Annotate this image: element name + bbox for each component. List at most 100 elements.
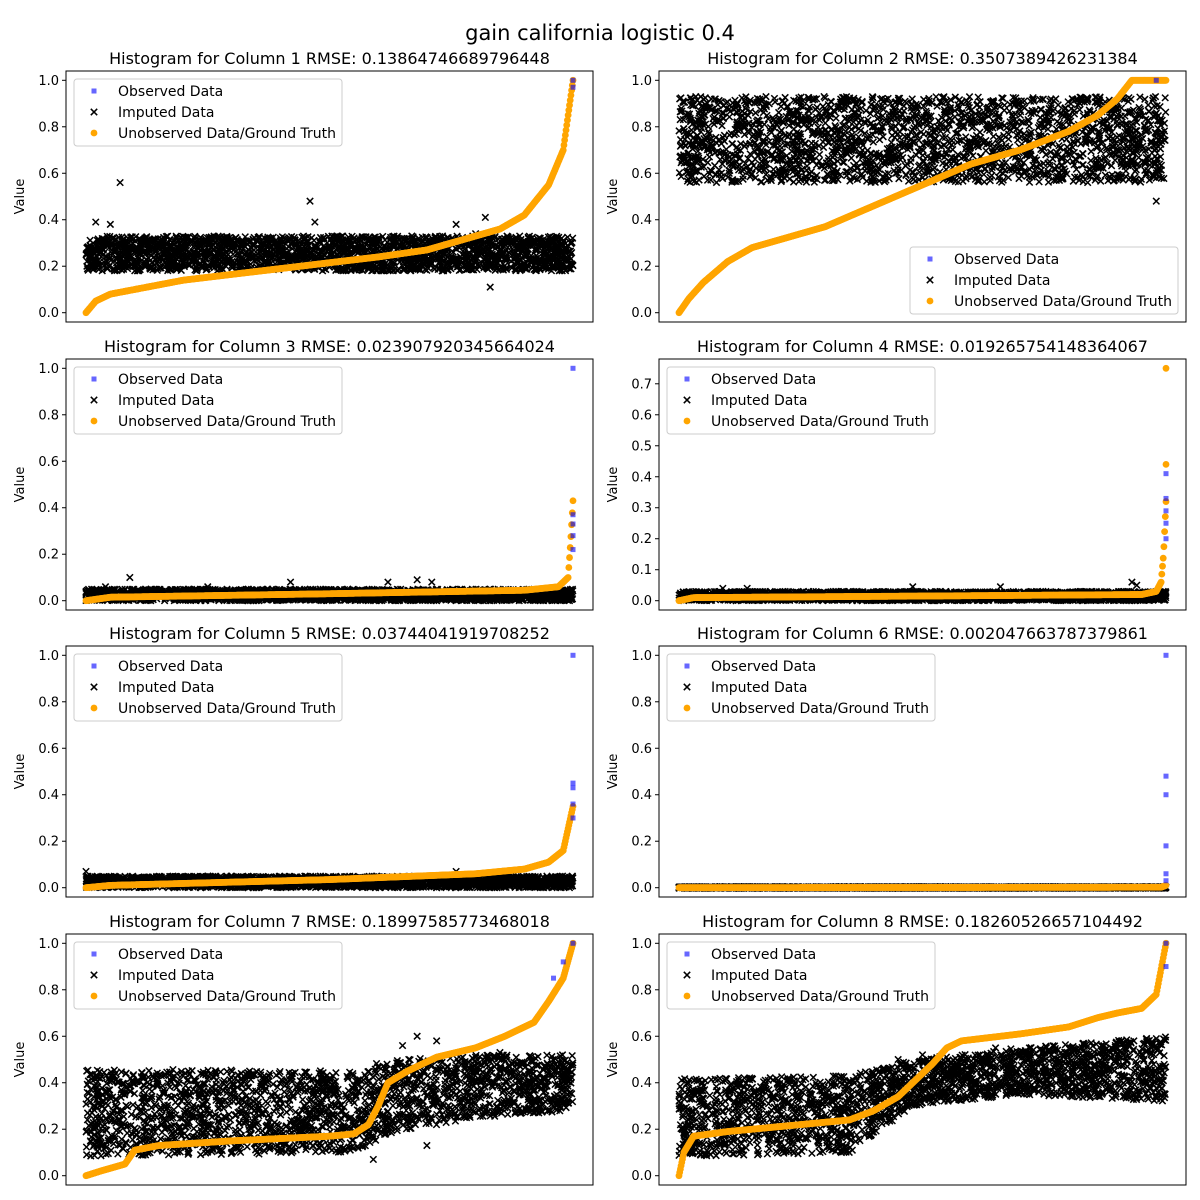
imputed-point (1131, 176, 1139, 184)
imputed-point (861, 129, 869, 138)
imputed-point (697, 128, 705, 136)
imputed-point (378, 232, 387, 241)
imputed-point (180, 238, 188, 247)
imputed-point (1144, 145, 1153, 153)
imputed-point (277, 245, 285, 253)
ground-truth-point (560, 141, 568, 149)
imputed-point (1074, 137, 1082, 145)
imputed-point (553, 247, 561, 256)
imputed-point (825, 138, 833, 147)
imputed-point (733, 99, 741, 107)
imputed-point (946, 95, 955, 104)
imputed-point (254, 234, 263, 243)
imputed-point (976, 117, 984, 126)
imputed-point (230, 242, 238, 251)
imputed-point (557, 261, 565, 269)
imputed-point (529, 241, 538, 250)
imputed-point (1004, 173, 1013, 182)
imputed-point (250, 241, 258, 249)
imputed-point (356, 265, 364, 273)
imputed-point (565, 260, 573, 268)
imputed-point (165, 243, 173, 251)
imputed-point (951, 113, 959, 121)
imputed-point (1093, 172, 1102, 180)
imputed-point (1137, 175, 1146, 183)
imputed-point (118, 233, 126, 241)
subplot-title: Histogram for Column 1 RMSE: 0.138647466… (109, 49, 550, 68)
imputed-point (946, 135, 954, 143)
imputed-point (567, 248, 576, 257)
imputed-point (1151, 92, 1160, 101)
imputed-point (309, 252, 318, 261)
imputed-point (1015, 174, 1023, 183)
imputed-point (156, 242, 164, 250)
imputed-point (923, 116, 932, 125)
imputed-point (929, 128, 938, 137)
imputed-point (908, 95, 916, 103)
imputed-point (963, 117, 971, 125)
imputed-point (1070, 148, 1079, 157)
imputed-point (846, 177, 854, 185)
imputed-point (86, 236, 94, 245)
imputed-point (733, 118, 741, 127)
imputed-point (1141, 158, 1149, 167)
imputed-point (451, 260, 459, 268)
imputed-point (368, 236, 376, 244)
imputed-point (784, 140, 793, 148)
imputed-point (1124, 130, 1133, 138)
imputed-point (1058, 161, 1066, 169)
imputed-point (1053, 148, 1061, 157)
imputed-point (817, 162, 825, 170)
imputed-point (1078, 161, 1087, 169)
imputed-point (778, 97, 786, 106)
imputed-point (1040, 114, 1049, 122)
imputed-point (203, 234, 212, 242)
imputed-point (827, 162, 835, 170)
imputed-point (280, 234, 288, 242)
imputed-point (1076, 96, 1085, 105)
imputed-point (1012, 163, 1020, 171)
imputed-point (761, 156, 770, 164)
imputed-point (815, 157, 823, 165)
imputed-point (994, 101, 1003, 109)
imputed-point (779, 119, 787, 127)
imputed-point (111, 247, 120, 256)
imputed-point (853, 105, 862, 114)
imputed-point (306, 197, 314, 205)
imputed-point (429, 264, 438, 272)
imputed-point (369, 242, 378, 250)
imputed-point (375, 234, 383, 243)
imputed-point (868, 95, 876, 104)
y-tick-label: 0.2 (38, 260, 59, 275)
ground-truth-point (561, 131, 569, 139)
imputed-point (691, 152, 700, 161)
imputed-point (679, 115, 688, 124)
imputed-point (783, 103, 792, 112)
imputed-point (1030, 156, 1038, 164)
imputed-point (411, 254, 420, 262)
imputed-point (547, 250, 556, 258)
imputed-point (1006, 126, 1014, 134)
imputed-point (903, 160, 911, 168)
imputed-point (95, 237, 103, 245)
imputed-point (705, 153, 714, 161)
imputed-point (812, 113, 821, 122)
imputed-point (899, 139, 907, 148)
imputed-point (101, 252, 110, 261)
imputed-point (176, 244, 184, 252)
imputed-point (700, 163, 708, 171)
imputed-point (757, 177, 766, 186)
imputed-point (1047, 101, 1055, 109)
imputed-point (1147, 120, 1155, 129)
imputed-point (378, 266, 387, 274)
imputed-point (436, 258, 444, 266)
imputed-point (1044, 178, 1053, 186)
imputed-point (1112, 150, 1120, 159)
imputed-point (938, 133, 947, 142)
imputed-point (1035, 178, 1043, 186)
imputed-point (822, 113, 830, 122)
imputed-point (567, 260, 576, 268)
imputed-point (173, 236, 182, 245)
imputed-point (120, 245, 129, 254)
imputed-point (547, 244, 555, 252)
